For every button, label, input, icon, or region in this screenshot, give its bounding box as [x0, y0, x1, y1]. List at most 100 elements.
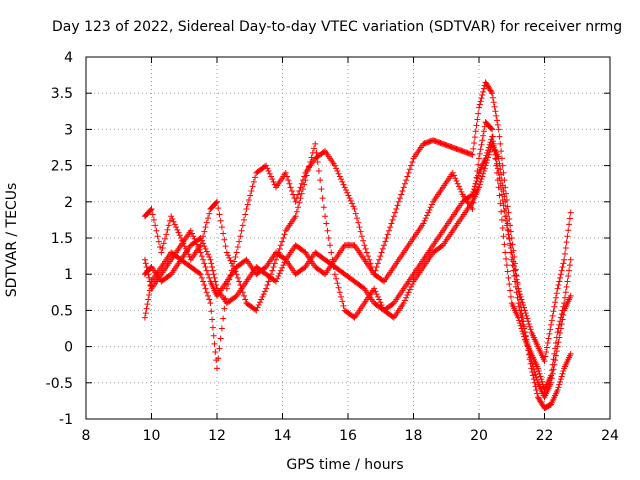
- data-point: [145, 296, 152, 303]
- chart-title: Day 123 of 2022, Sidereal Day-to-day VTE…: [52, 19, 623, 35]
- data-point: [477, 98, 484, 105]
- data-point: [303, 172, 310, 179]
- data-point: [196, 246, 203, 253]
- data-point: [421, 217, 428, 224]
- data-point: [563, 283, 570, 290]
- data-point: [150, 216, 157, 223]
- data-point: [476, 150, 483, 157]
- data-point: [565, 273, 572, 280]
- data-point: [559, 370, 566, 377]
- data-point: [277, 242, 284, 249]
- data-point: [292, 198, 299, 205]
- data-point: [239, 222, 246, 229]
- data-point: [523, 312, 530, 319]
- data-point: [510, 258, 517, 265]
- data-point: [563, 239, 570, 246]
- data-point: [562, 289, 569, 296]
- data-point: [506, 235, 513, 242]
- data-point: [426, 206, 433, 213]
- data-point: [453, 177, 460, 184]
- data-point: [216, 211, 223, 218]
- data-point: [503, 255, 510, 262]
- data-point: [256, 299, 263, 306]
- data-point: [338, 293, 345, 300]
- data-point: [515, 300, 522, 307]
- data-point: [334, 168, 341, 175]
- data-point: [322, 213, 329, 220]
- data-point: [425, 209, 432, 216]
- data-point: [164, 226, 171, 233]
- data-point: [218, 325, 225, 332]
- data-point: [549, 361, 556, 368]
- data-point: [541, 358, 548, 365]
- data-point: [506, 281, 513, 288]
- data-point: [527, 326, 534, 333]
- data-point: [567, 256, 574, 263]
- data-point: [401, 180, 408, 187]
- data-point: [204, 215, 211, 222]
- data-point: [340, 181, 347, 188]
- data-point: [374, 260, 381, 267]
- data-point: [326, 242, 333, 249]
- data-point: [543, 349, 550, 356]
- data-point: [388, 220, 395, 227]
- data-point: [328, 249, 335, 256]
- data-point: [173, 224, 180, 231]
- data-point: [500, 233, 507, 240]
- data-point: [392, 209, 399, 216]
- data-point: [308, 154, 315, 161]
- data-point: [404, 173, 411, 180]
- data-point: [198, 237, 205, 244]
- data-point: [176, 232, 183, 239]
- data-point: [422, 215, 429, 222]
- data-point: [553, 334, 560, 341]
- data-point: [557, 318, 564, 325]
- data-point: [357, 228, 364, 235]
- data-point: [210, 271, 217, 278]
- data-point: [505, 231, 512, 238]
- data-point: [521, 333, 528, 340]
- data-point: [254, 304, 261, 311]
- data-point: [393, 206, 400, 213]
- data-point: [383, 235, 390, 241]
- data-point: [556, 381, 563, 388]
- data-point: [360, 237, 367, 244]
- data-point: [297, 195, 304, 202]
- data-point: [374, 293, 381, 300]
- data-point: [202, 263, 209, 270]
- data-point: [469, 151, 476, 158]
- data-point: [170, 218, 177, 225]
- data-point: [252, 174, 259, 181]
- data-point: [511, 263, 518, 270]
- data-point: [509, 254, 516, 261]
- data-point: [281, 231, 288, 238]
- data-point: [398, 191, 405, 198]
- data-point: [280, 262, 287, 269]
- data-point: [490, 140, 497, 147]
- data-point: [559, 263, 566, 270]
- data-point: [351, 206, 358, 213]
- data-point: [221, 305, 228, 312]
- data-point: [405, 289, 412, 296]
- series-track-1: [141, 79, 574, 412]
- data-point: [531, 368, 538, 375]
- y-tick-label: 1.5: [51, 231, 73, 247]
- data-point: [552, 299, 559, 306]
- data-point: [486, 141, 493, 148]
- data-point: [496, 192, 503, 199]
- data-point: [155, 238, 162, 245]
- data-point: [480, 132, 487, 139]
- data-point: [203, 219, 210, 226]
- data-point: [493, 156, 500, 163]
- data-point: [501, 207, 508, 214]
- data-point: [264, 282, 271, 289]
- data-point: [483, 152, 490, 159]
- y-tick-label: 2.5: [51, 159, 73, 175]
- data-point: [488, 125, 495, 132]
- data-point: [476, 104, 482, 111]
- data-point: [470, 199, 477, 206]
- data-point: [518, 325, 525, 332]
- data-point: [336, 289, 343, 296]
- data-point: [349, 200, 356, 207]
